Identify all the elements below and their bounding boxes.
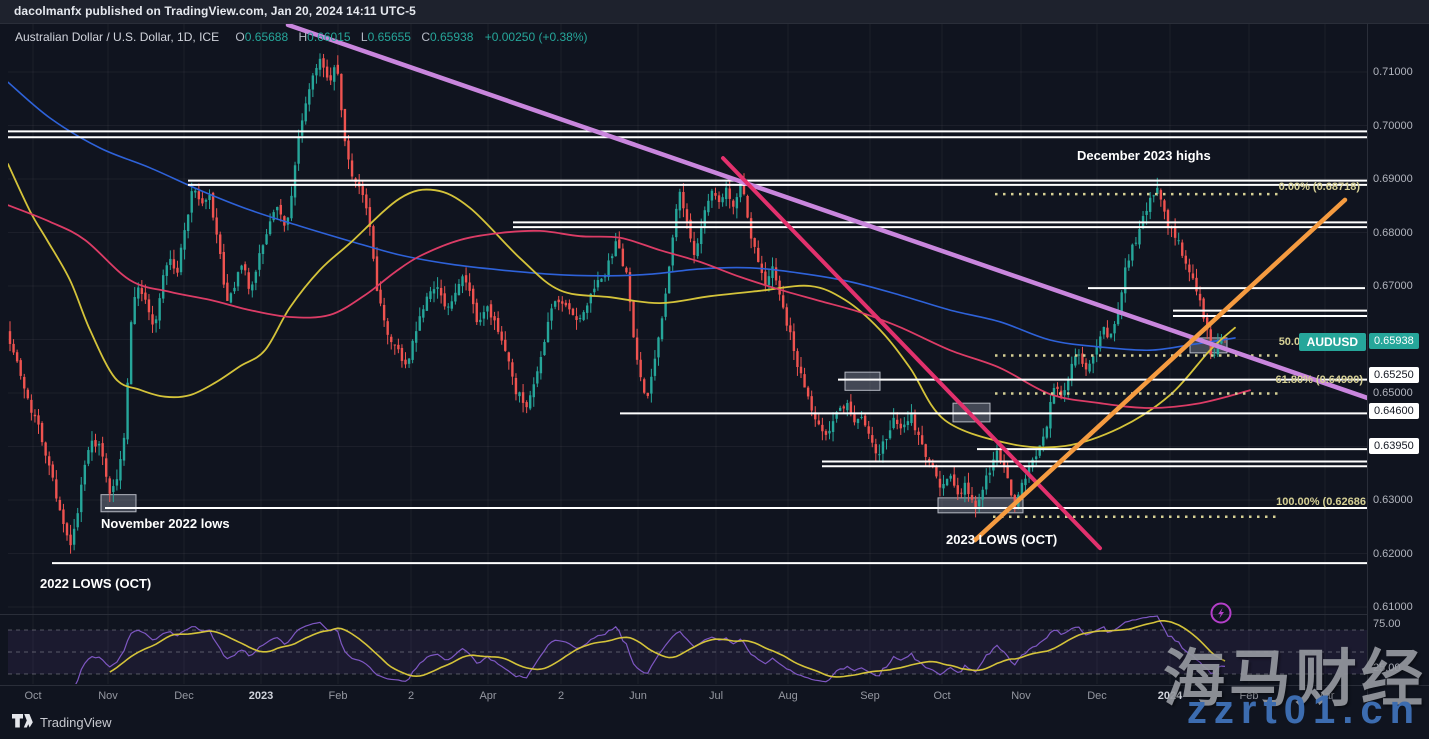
fib-label-618: 61.80% (0.64990)	[1275, 374, 1363, 386]
price-axis-label: 0.71000	[1373, 66, 1413, 78]
time-axis-label: Nov	[98, 690, 118, 702]
close-value: 0.65938	[430, 30, 474, 44]
close-label: C	[421, 30, 430, 44]
price-axis-label: 0.61000	[1373, 601, 1413, 613]
price-axis-separator	[1367, 24, 1368, 708]
boost-lightning-icon[interactable]	[1209, 601, 1233, 625]
change-value: +0.00250 (+0.38%)	[484, 30, 588, 44]
rsi-axis-label: 25.00	[1373, 662, 1401, 674]
fib-label-100: 100.00% (0.62686	[1276, 496, 1366, 508]
time-axis-label: Jul	[708, 690, 724, 702]
symbol-title: Australian Dollar / U.S. Dollar, 1D, ICE	[15, 30, 220, 44]
tradingview-logo[interactable]: TradingView	[12, 714, 112, 730]
symbol-legend: Australian Dollar / U.S. Dollar, 1D, ICE…	[15, 30, 587, 44]
high-label: H	[298, 30, 308, 44]
level-price-badge: 0.63950	[1369, 438, 1419, 454]
time-axis-label: Oct	[933, 690, 951, 702]
time-axis-label: Aug	[778, 690, 798, 702]
annotation-2022-lows-oct: 2022 LOWS (OCT)	[40, 576, 152, 591]
price-axis-label: 0.70000	[1373, 119, 1413, 132]
watermark-url: zzrt01.cn	[1186, 688, 1421, 732]
time-axis-label: 2	[407, 690, 415, 702]
open-value: 0.65688	[244, 30, 289, 44]
time-axis-label: Jun	[629, 690, 647, 702]
price-axis-label: 0.68000	[1373, 226, 1413, 239]
low-label: L	[360, 30, 368, 44]
time-axis-label: 2	[557, 690, 565, 702]
tradingview-wordmark: TradingView	[40, 714, 112, 730]
watermark-cjk: 海马财经	[1162, 645, 1427, 714]
time-axis-label: Dec	[174, 690, 194, 702]
attribution-bar: dacolmanfx published on TradingView.com,…	[0, 0, 1429, 24]
annotation-2023-lows-oct: 2023 LOWS (OCT)	[946, 532, 1058, 547]
price-axis-label: 0.67000	[1373, 280, 1413, 292]
low-value: 0.65655	[367, 30, 411, 44]
level-price-badge: 0.65250	[1369, 367, 1419, 383]
time-axis-label: 2024	[1157, 690, 1183, 702]
rsi-axis-label: 75.00	[1373, 618, 1401, 630]
pane-separator	[0, 614, 1368, 615]
price-axis-label: 0.69000	[1373, 173, 1413, 185]
time-axis-label: Nov	[1011, 690, 1031, 702]
time-axis-separator	[0, 685, 1429, 686]
time-axis-label: Sep	[860, 690, 880, 702]
annotation-december-2023-highs: December 2023 highs	[1077, 148, 1211, 163]
time-axis-label: Dec	[1087, 690, 1107, 702]
tradingview-mark-icon	[12, 714, 33, 728]
high-value: 0.66015	[307, 30, 351, 44]
price-axis-label: 0.65000	[1373, 387, 1413, 399]
annotation-november-2022-lows: November 2022 lows	[101, 516, 230, 531]
last-price-badge: 0.65938	[1369, 333, 1419, 349]
attribution-text: dacolmanfx published on TradingView.com,…	[14, 4, 416, 18]
price-axis-label: 0.62000	[1373, 547, 1413, 560]
time-axis-label: Feb	[1239, 690, 1259, 702]
time-axis-label: Apr	[479, 690, 497, 702]
price-axis-label: 0.63000	[1373, 494, 1413, 506]
fib-label-0: 0.00% (0.68718)	[1278, 181, 1360, 193]
time-axis-label: 2023	[248, 690, 274, 702]
open-label: O	[235, 30, 245, 44]
level-price-badge: 0.64600	[1369, 403, 1419, 419]
time-axis-label: Feb	[328, 690, 348, 702]
time-axis-label: Oct	[24, 690, 42, 702]
time-axis-label: Mar	[1315, 690, 1335, 702]
symbol-price-badge: AUDUSD	[1298, 333, 1366, 351]
